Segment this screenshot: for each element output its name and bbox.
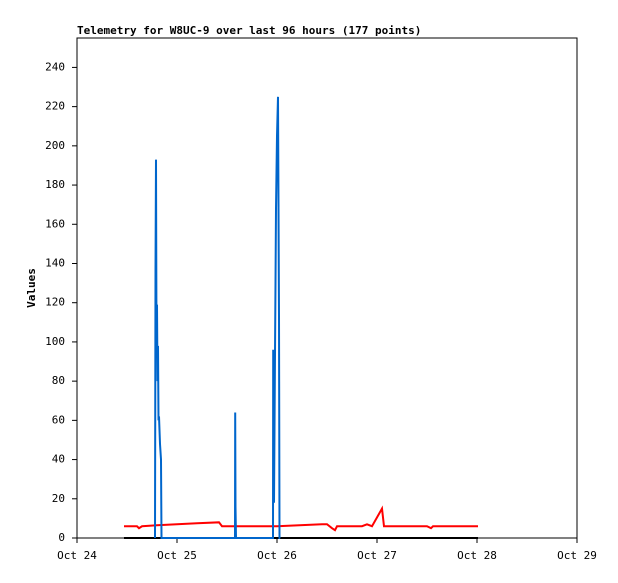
y-tick-label: 100 bbox=[45, 335, 65, 348]
x-tick-label: Oct 24 bbox=[57, 549, 97, 562]
y-tick-label: 80 bbox=[52, 374, 65, 387]
y-tick-label: 180 bbox=[45, 178, 65, 191]
y-tick-label: 200 bbox=[45, 139, 65, 152]
y-tick-label: 140 bbox=[45, 256, 65, 269]
y-tick-label: 20 bbox=[52, 492, 65, 505]
y-tick-label: 0 bbox=[58, 531, 65, 544]
plot-frame bbox=[76, 37, 578, 539]
series-line bbox=[154, 96, 281, 539]
y-tick-label: 220 bbox=[45, 100, 65, 113]
y-tick-label: 40 bbox=[52, 453, 65, 466]
x-tick-label: Oct 27 bbox=[357, 549, 397, 562]
chart-title: Telemetry for W8UC-9 over last 96 hours … bbox=[77, 24, 421, 37]
series-line bbox=[124, 505, 478, 532]
y-tick-label: 60 bbox=[52, 413, 65, 426]
x-tick-label: Oct 29 bbox=[557, 549, 597, 562]
x-tick-label: Oct 26 bbox=[257, 549, 297, 562]
y-tick-label: 160 bbox=[45, 217, 65, 230]
y-tick-label: 240 bbox=[45, 60, 65, 73]
x-tick-label: Oct 25 bbox=[157, 549, 197, 562]
y-axis-label: Values bbox=[25, 268, 38, 308]
x-tick-label: Oct 28 bbox=[457, 549, 497, 562]
y-tick-label: 120 bbox=[45, 296, 65, 309]
